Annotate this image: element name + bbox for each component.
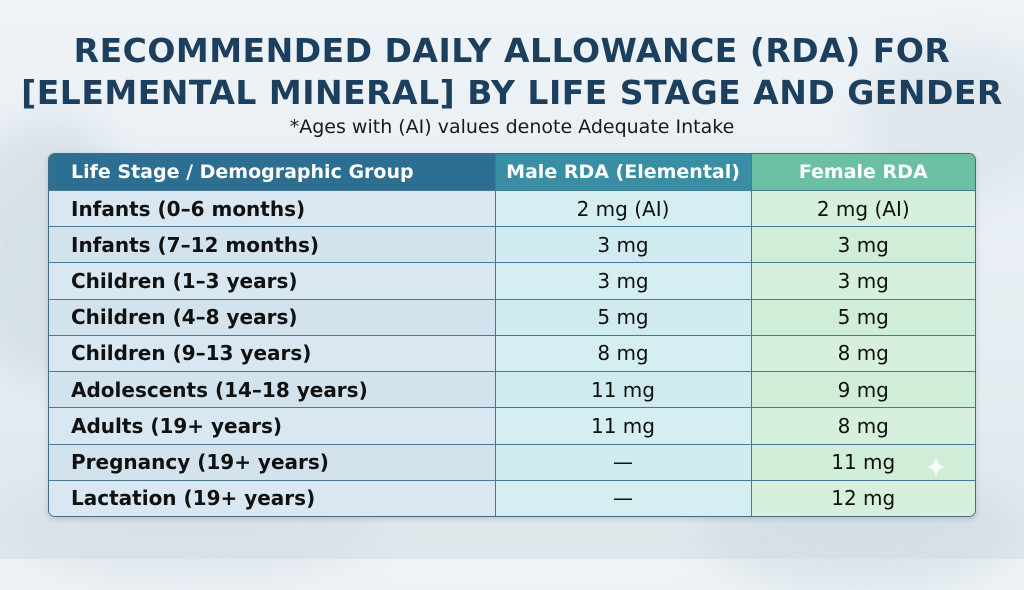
- table-header-row: Life Stage / Demographic Group Male RDA …: [49, 154, 975, 191]
- header-life-stage: Life Stage / Demographic Group: [49, 154, 496, 191]
- female-rda-cell: 11 mg: [751, 444, 975, 481]
- female-rda-cell: 3 mg: [751, 226, 975, 264]
- life-stage-cell: Children (1–3 years): [49, 262, 496, 300]
- title-line-1: RECOMMENDED DAILY ALLOWANCE (RDA) FOR: [73, 31, 951, 70]
- male-rda-cell: 5 mg: [495, 299, 752, 336]
- life-stage-cell: Adolescents (14–18 years): [49, 371, 496, 409]
- table-row: Children (9–13 years) 8 mg 8 mg: [49, 335, 975, 373]
- table-row: Adults (19+ years) 11 mg 8 mg: [49, 407, 975, 445]
- female-rda-cell: 8 mg: [751, 335, 975, 373]
- page-title: RECOMMENDED DAILY ALLOWANCE (RDA) FOR [E…: [0, 30, 1024, 114]
- sparkle-icon: ✦: [924, 452, 948, 483]
- male-rda-cell: —: [495, 480, 752, 516]
- life-stage-cell: Pregnancy (19+ years): [49, 444, 496, 481]
- life-stage-cell: Children (4–8 years): [49, 299, 496, 336]
- subtitle: *Ages with (AI) values denote Adequate I…: [289, 116, 735, 138]
- male-rda-cell: 8 mg: [495, 335, 752, 373]
- table-row: Infants (7–12 months) 3 mg 3 mg: [49, 226, 975, 264]
- female-rda-cell: 12 mg: [751, 480, 975, 516]
- female-rda-cell: 5 mg: [751, 299, 975, 336]
- header-female-rda: Female RDA: [751, 154, 975, 191]
- life-stage-cell: Adults (19+ years): [49, 407, 496, 445]
- table-row: Adolescents (14–18 years) 11 mg 9 mg: [49, 371, 975, 409]
- female-rda-cell: 3 mg: [751, 262, 975, 300]
- female-rda-cell: 8 mg: [751, 407, 975, 445]
- male-rda-cell: —: [495, 444, 752, 481]
- header-male-rda: Male RDA (Elemental): [495, 154, 752, 191]
- life-stage-cell: Lactation (19+ years): [49, 480, 496, 516]
- table-row: Children (1–3 years) 3 mg 3 mg: [49, 262, 975, 300]
- life-stage-cell: Infants (0–6 months): [49, 190, 496, 228]
- life-stage-cell: Infants (7–12 months): [49, 226, 496, 264]
- table-row: Lactation (19+ years) — 12 mg: [49, 480, 975, 516]
- male-rda-cell: 11 mg: [495, 407, 752, 445]
- male-rda-cell: 3 mg: [495, 226, 752, 264]
- female-rda-cell: 2 mg (AI): [751, 190, 975, 228]
- title-line-2: [ELEMENTAL MINERAL] BY LIFE STAGE AND GE…: [21, 73, 1003, 112]
- female-rda-cell: 9 mg: [751, 371, 975, 409]
- table-row: Pregnancy (19+ years) — 11 mg: [49, 444, 975, 481]
- life-stage-cell: Children (9–13 years): [49, 335, 496, 373]
- male-rda-cell: 11 mg: [495, 371, 752, 409]
- table-row: Infants (0–6 months) 2 mg (AI) 2 mg (AI): [49, 190, 975, 228]
- male-rda-cell: 2 mg (AI): [495, 190, 752, 228]
- rda-table: Life Stage / Demographic Group Male RDA …: [48, 153, 976, 517]
- male-rda-cell: 3 mg: [495, 262, 752, 300]
- table-row: Children (4–8 years) 5 mg 5 mg: [49, 299, 975, 336]
